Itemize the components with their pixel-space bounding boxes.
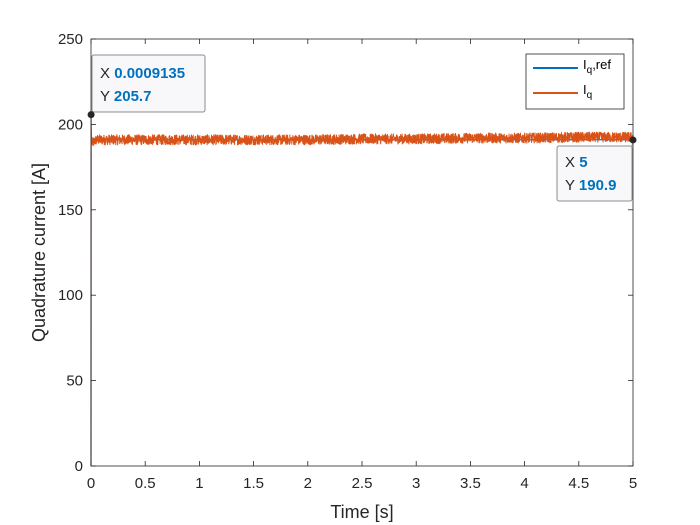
legend-label-iq-ref: Iq,ref bbox=[583, 57, 611, 76]
y-tick-label: 250 bbox=[58, 31, 83, 48]
datatip-end[interactable]: X 5 Y 190.9 bbox=[556, 136, 637, 202]
datatip-marker[interactable] bbox=[629, 136, 637, 144]
datatip-x-line: X 0.0009135 bbox=[100, 65, 185, 82]
datatip-y-line: Y 205.7 bbox=[100, 88, 151, 105]
datatip-y-line: Y 190.9 bbox=[565, 177, 616, 194]
y-axis-label: Quadrature current [A] bbox=[29, 163, 49, 342]
datatip-box[interactable] bbox=[556, 145, 633, 202]
legend: Iq,ref Iq bbox=[525, 53, 625, 110]
x-tick-label: 0.5 bbox=[135, 475, 156, 492]
legend-label-iq: Iq bbox=[583, 82, 592, 101]
datatip-start[interactable]: X 0.0009135 Y 205.7 bbox=[87, 54, 206, 119]
y-tick-label: 50 bbox=[66, 373, 83, 390]
datatip-marker[interactable] bbox=[87, 111, 95, 119]
x-tick-label: 2.5 bbox=[352, 475, 373, 492]
x-tick-label: 3.5 bbox=[460, 475, 481, 492]
legend-box bbox=[525, 53, 625, 110]
x-axis-label: Time [s] bbox=[330, 502, 393, 522]
y-tick-label: 0 bbox=[75, 458, 83, 475]
x-tick-label: 4.5 bbox=[568, 475, 589, 492]
x-tick-label: 5 bbox=[629, 475, 637, 492]
x-tick-label: 1.5 bbox=[243, 475, 264, 492]
series-line-iq bbox=[90, 114, 634, 467]
x-tick-label: 1 bbox=[195, 475, 203, 492]
datatip-box[interactable] bbox=[91, 54, 206, 113]
x-tick-label: 4 bbox=[520, 475, 528, 492]
x-tick-label: 0 bbox=[87, 475, 95, 492]
datatip-x-line: X 5 bbox=[565, 154, 588, 171]
y-tick-label: 200 bbox=[58, 116, 83, 133]
x-tick-label: 2 bbox=[304, 475, 312, 492]
y-tick-label: 100 bbox=[58, 287, 83, 304]
y-tick-label: 150 bbox=[58, 202, 83, 219]
x-tick-label: 3 bbox=[412, 475, 420, 492]
